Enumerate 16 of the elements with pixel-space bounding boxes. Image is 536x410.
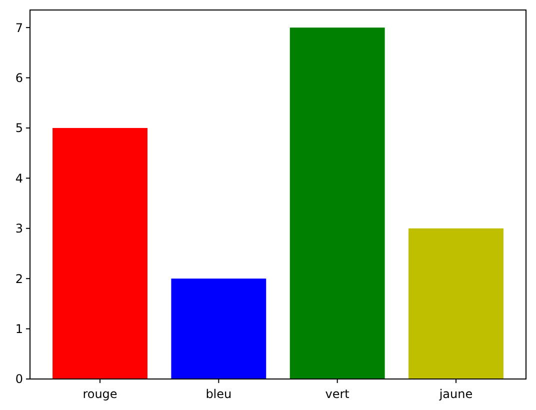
y-tick-label: 5 xyxy=(15,121,23,136)
x-tick-label: vert xyxy=(325,387,350,401)
x-tick-label: bleu xyxy=(206,387,232,401)
bar xyxy=(408,228,504,379)
y-tick-label: 2 xyxy=(15,272,23,286)
bar xyxy=(171,278,266,379)
x-tick-label: jaune xyxy=(438,387,473,401)
y-tick-label: 6 xyxy=(15,70,23,85)
y-tick-label: 4 xyxy=(15,171,23,186)
y-tick-label: 0 xyxy=(15,372,23,386)
bar xyxy=(290,28,385,379)
y-tick-label: 3 xyxy=(15,222,23,236)
y-tick-label: 7 xyxy=(15,20,23,35)
y-tick-label: 1 xyxy=(15,322,23,336)
bar xyxy=(52,128,148,379)
x-tick-label: rouge xyxy=(82,387,118,401)
